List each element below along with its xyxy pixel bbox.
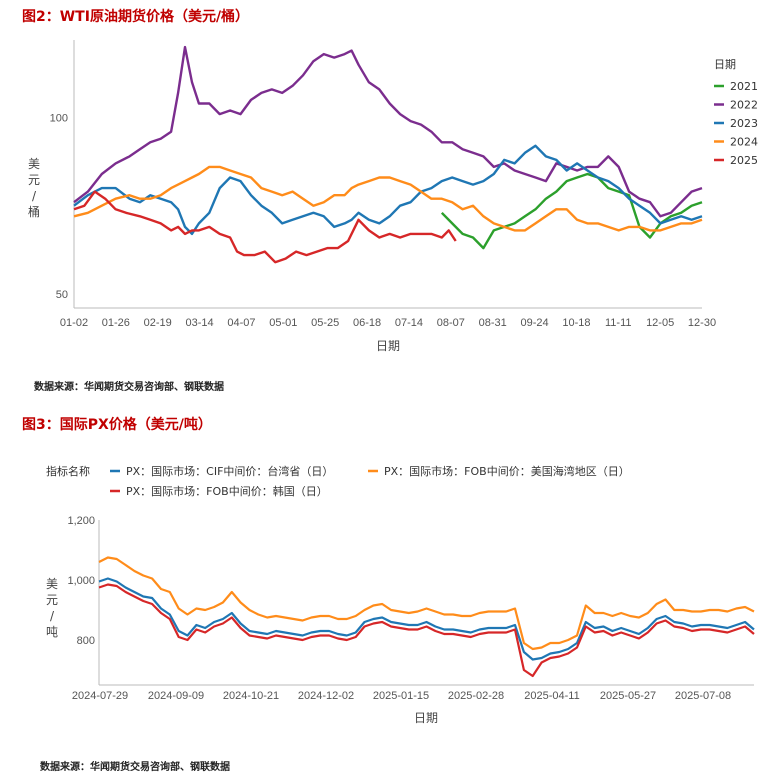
legend-label-2022: 2022 [730, 99, 758, 112]
x-axis-label: 日期 [414, 711, 438, 725]
series-line-2022 [73, 45, 703, 218]
x-tick-label: 10-18 [562, 317, 590, 329]
y-axis-label: 美元/桶 [28, 157, 40, 219]
legend-title: 日期 [714, 58, 736, 71]
series-line-0 [98, 577, 755, 661]
x-tick-label: 06-18 [353, 317, 381, 329]
x-tick-label: 08-31 [479, 317, 507, 329]
x-tick-label: 07-14 [395, 317, 423, 329]
x-tick-label: 02-19 [144, 317, 172, 329]
legend-label-2024: 2024 [730, 136, 758, 149]
x-tick-label: 03-14 [186, 317, 214, 329]
x-tick-label: 12-30 [688, 317, 716, 329]
series-line-2023 [73, 144, 703, 236]
series-line-2025 [73, 190, 457, 264]
x-axis-label: 日期 [376, 339, 400, 353]
x-tick-label: 01-02 [60, 317, 88, 329]
wti-price-chart: 50 100 01-02 01-26 02-19 03-14 04-07 05-01 05-25… [28, 40, 758, 353]
x-tick-label: 08-07 [437, 317, 465, 329]
figure-2-title: 图2：WTI原油期货价格（美元/桶） [22, 9, 250, 25]
figure-2-source: 数据来源：华闻期货交易咨询部、钢联数据 [34, 382, 224, 393]
series-line-1 [98, 556, 755, 651]
x-tick-label: 2025-02-28 [448, 690, 504, 702]
legend-label-2: PX：国际市场：FOB中间价：韩国（日） [126, 484, 328, 498]
x-tick-label: 2024-12-02 [298, 690, 354, 702]
x-tick-label: 2024-10-21 [223, 690, 279, 702]
x-tick-label: 12-05 [646, 317, 674, 329]
series-line-2021 [440, 172, 703, 250]
x-tick-label: 2024-07-29 [72, 690, 128, 702]
x-tick-label: 2025-04-11 [524, 690, 579, 702]
x-tick-label: 2025-05-27 [600, 690, 656, 702]
x-tick-label: 11-11 [605, 317, 632, 329]
figure-3-source: 数据来源：华闻期货交易咨询部、钢联数据 [40, 762, 230, 773]
x-tick-label: 2025-01-15 [373, 690, 429, 702]
y-tick-label: 100 [50, 113, 68, 125]
y-tick-label: 1,200 [67, 515, 95, 527]
legend-label-2025: 2025 [730, 154, 758, 167]
series-line-2 [98, 583, 755, 678]
y-tick-label: 800 [77, 635, 95, 647]
legend-label-2023: 2023 [730, 117, 758, 130]
y-tick-label: 1,000 [67, 575, 95, 587]
x-tick-label: 05-25 [311, 317, 339, 329]
x-tick-label: 2025-07-08 [675, 690, 731, 702]
x-tick-label: 05-01 [269, 317, 297, 329]
x-tick-label: 09-24 [520, 317, 548, 329]
x-tick-label: 2024-09-09 [148, 690, 204, 702]
legend-title: 指标名称 [46, 464, 90, 478]
series-line-2024 [73, 165, 703, 232]
legend-label-1: PX：国际市场：FOB中间价：美国海湾地区（日） [384, 464, 630, 478]
legend-label-2021: 2021 [730, 80, 758, 93]
y-tick-label: 50 [56, 289, 68, 301]
legend-label-0: PX：国际市场：CIF中间价：台湾省（日） [126, 464, 333, 478]
x-tick-label: 04-07 [227, 317, 255, 329]
figure-3-title: 图3：国际PX价格（美元/吨） [22, 417, 212, 433]
y-axis-label: 美元/吨 [46, 577, 58, 639]
x-tick-label: 01-26 [102, 317, 130, 329]
